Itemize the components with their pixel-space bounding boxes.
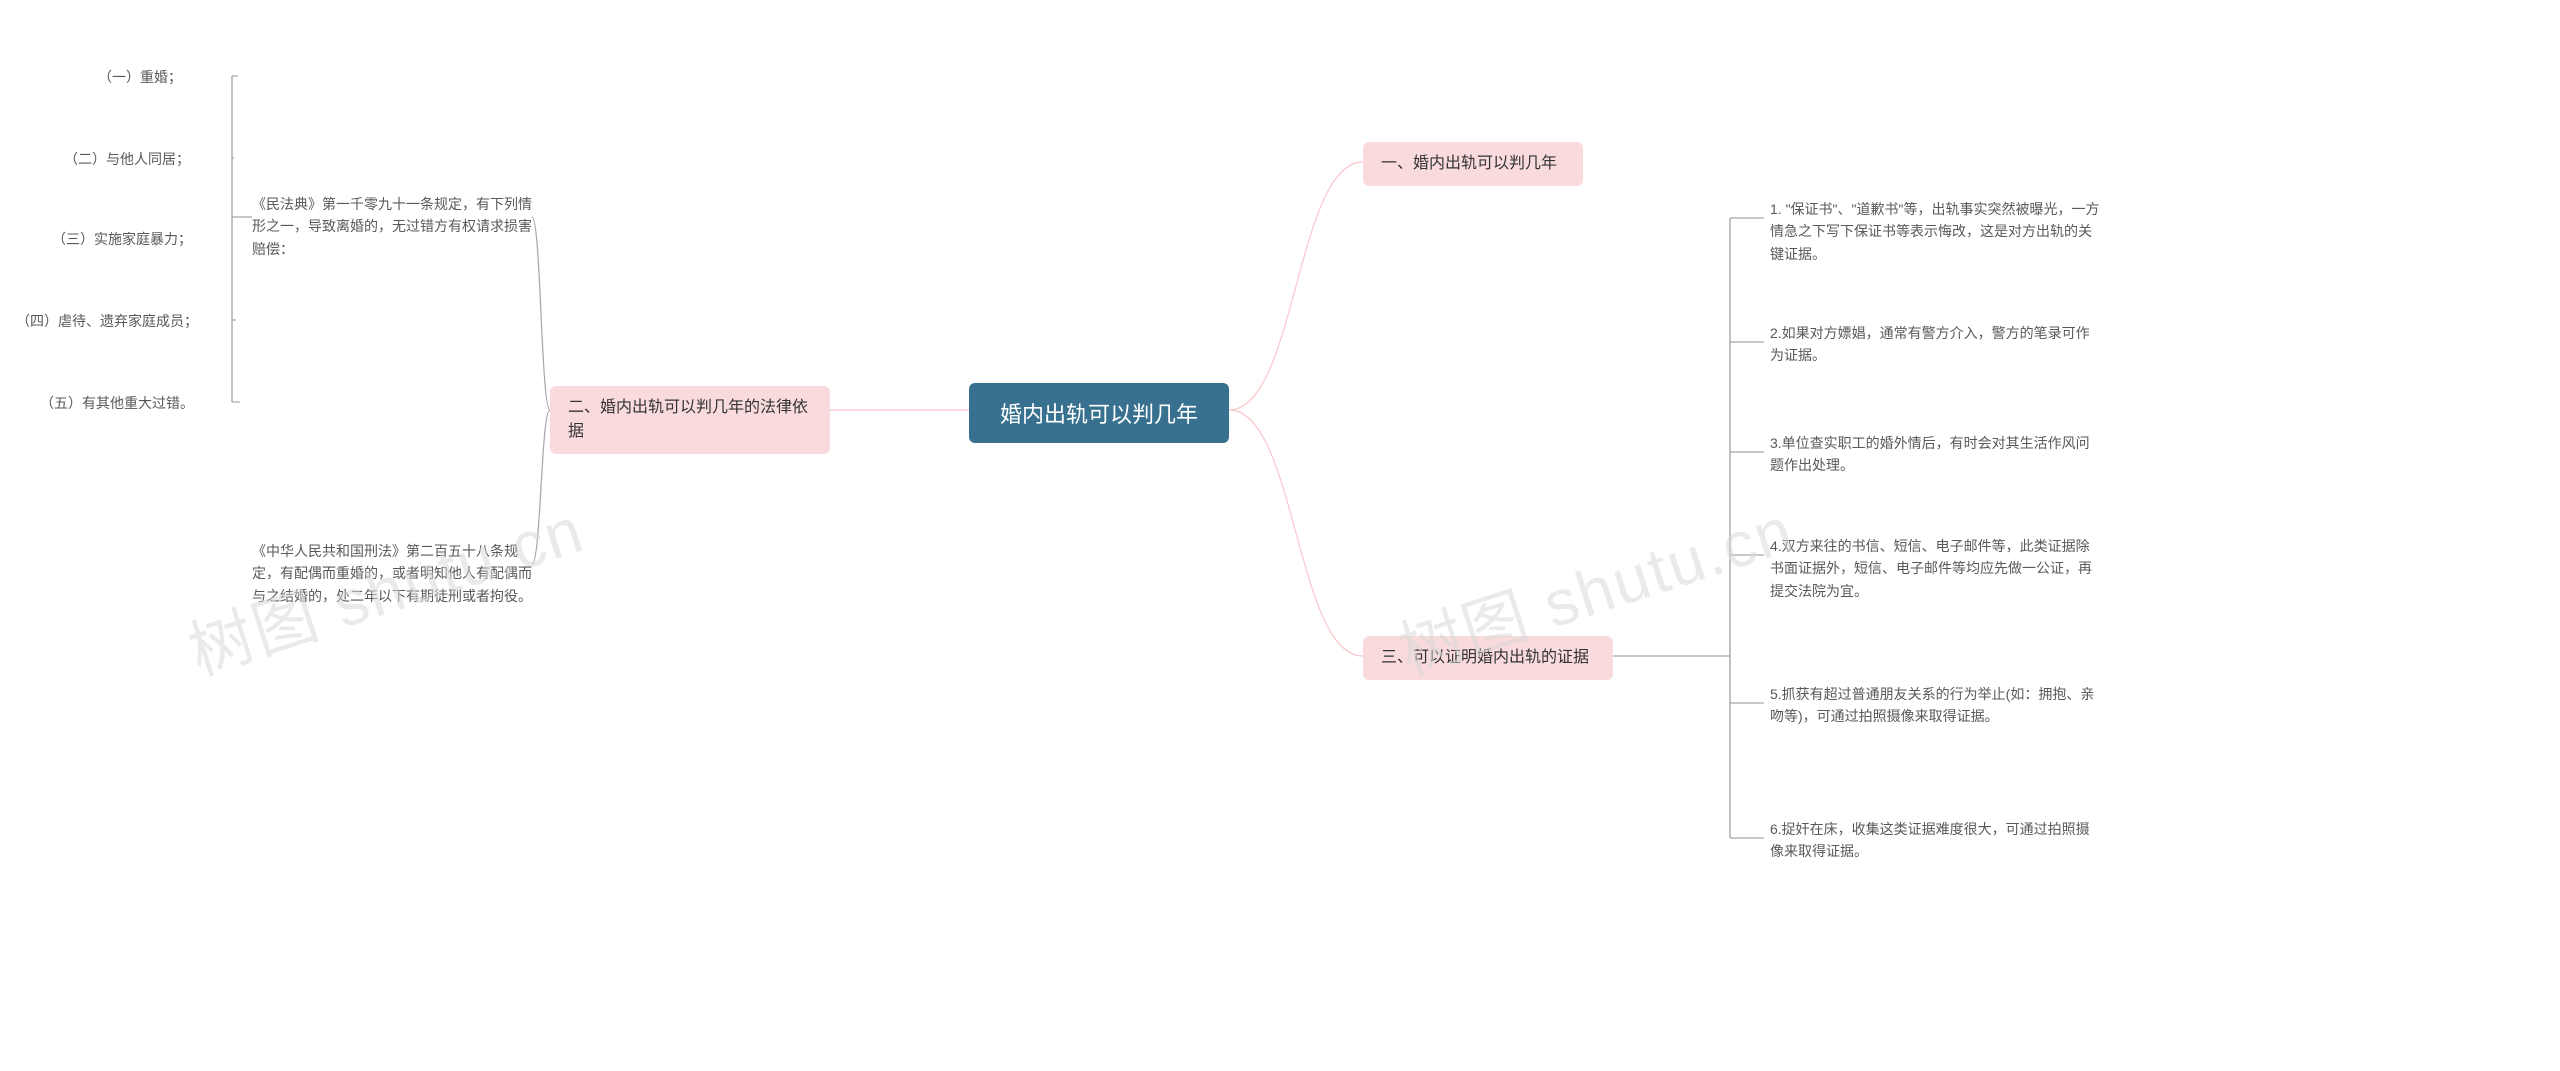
leaf-node: 《中华人民共和国刑法》第二百五十八条规定，有配偶而重婚的，或者明知他人有配偶而与… xyxy=(252,540,532,607)
root-label: 婚内出轨可以判几年 xyxy=(1000,402,1198,427)
leaf-node: 5.抓获有超过普通朋友关系的行为举止(如：拥抱、亲吻等)，可通过拍照摄像来取得证… xyxy=(1770,683,2100,728)
leaf-node: 4.双方来往的书信、短信、电子邮件等，此类证据除书面证据外，短信、电子邮件等均应… xyxy=(1770,535,2100,602)
leaf-node: （二）与他人同居； xyxy=(64,148,234,170)
branch-node: 三、可以证明婚内出轨的证据 xyxy=(1363,636,1613,680)
leaf-node: （四）虐待、遗弃家庭成员； xyxy=(16,310,236,332)
leaf-node: 2.如果对方嫖娼，通常有警方介入，警方的笔录可作为证据。 xyxy=(1770,322,2100,367)
connections-svg xyxy=(0,0,2560,1071)
branch-label: 一、婚内出轨可以判几年 xyxy=(1381,155,1557,172)
branch-label: 三、可以证明婚内出轨的证据 xyxy=(1381,649,1589,666)
root-node: 婚内出轨可以判几年 xyxy=(969,383,1229,443)
branch-node: 二、婚内出轨可以判几年的法律依据 xyxy=(550,386,830,454)
leaf-node: 1. "保证书"、"道歉书"等，出轨事实突然被曝光，一方情急之下写下保证书等表示… xyxy=(1770,198,2100,265)
leaf-node: （五）有其他重大过错。 xyxy=(40,392,240,414)
branch-label: 二、婚内出轨可以判几年的法律依据 xyxy=(568,399,808,440)
leaf-node: 《民法典》第一千零九十一条规定，有下列情形之一，导致离婚的，无过错方有权请求损害… xyxy=(252,193,532,260)
leaf-node: 3.单位查实职工的婚外情后，有时会对其生活作风问题作出处理。 xyxy=(1770,432,2100,477)
leaf-node: （三）实施家庭暴力； xyxy=(52,228,232,250)
leaf-node: 6.捉奸在床，收集这类证据难度很大，可通过拍照摄像来取得证据。 xyxy=(1770,818,2100,863)
leaf-node: （一）重婚； xyxy=(98,66,238,88)
branch-node: 一、婚内出轨可以判几年 xyxy=(1363,142,1583,186)
